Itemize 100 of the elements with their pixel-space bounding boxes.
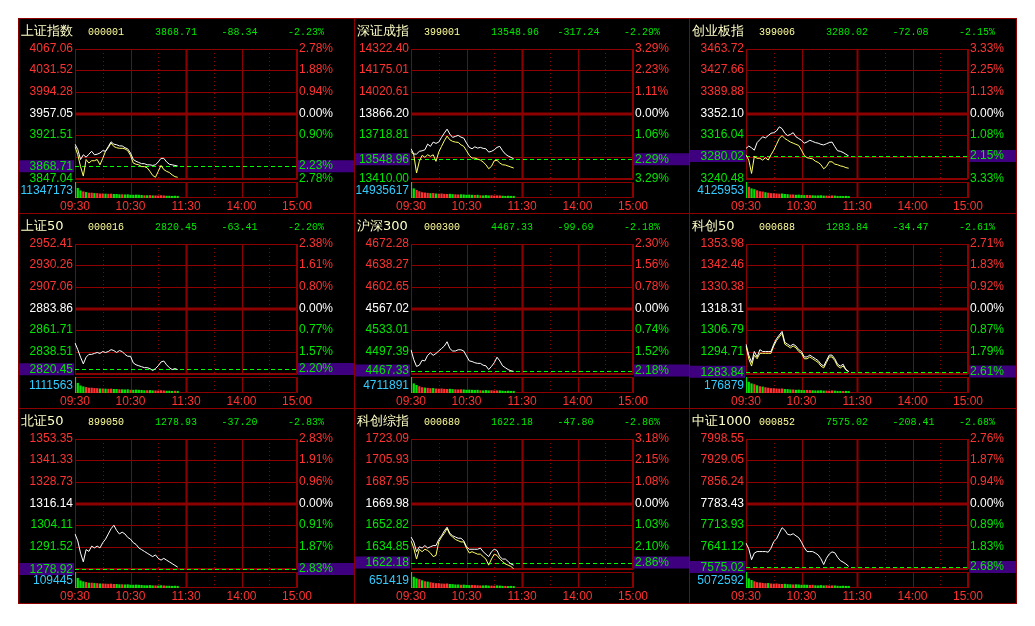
- y2-tick-label: 0.00%: [970, 301, 1005, 316]
- y-tick-label: 1328.73: [29, 474, 74, 489]
- y2-tick-label: 0.94%: [970, 474, 1005, 489]
- y-tick-label: 13866.20: [358, 106, 410, 121]
- x-tick-label: 10:30: [115, 393, 146, 408]
- text: 176879: [703, 377, 745, 392]
- ref-line-label: 3280.02: [700, 148, 745, 163]
- text: 3280.02: [826, 26, 869, 38]
- y-tick-label: 2861.71: [29, 322, 74, 337]
- chart-title: 深证成指: [357, 23, 409, 39]
- y2-tick-label: 2.61%: [970, 363, 1005, 378]
- y2-tick-label: 1.08%: [635, 474, 670, 489]
- y-tick-label: 3994.28: [29, 84, 74, 99]
- ref-line-label: 4467.33: [365, 363, 410, 378]
- x-tick-label: 10:30: [115, 198, 146, 213]
- x-tick-label: 11:30: [507, 393, 537, 408]
- chart-title: 上证指数: [21, 23, 73, 39]
- chart-title: 上证50: [21, 218, 64, 234]
- y-tick-label: 13718.81: [358, 127, 410, 142]
- y-tick-label: 4497.39: [365, 344, 410, 359]
- chart-subtitle: 000688: [759, 221, 796, 233]
- y-tick-label: 1652.82: [365, 517, 410, 532]
- y2-tick-label: 1.56%: [635, 257, 670, 272]
- y-tick-label: 3389.88: [700, 84, 745, 99]
- x-tick-label: 10:30: [786, 393, 817, 408]
- text: 13548.96: [491, 26, 540, 38]
- y-tick-label: 14175.01: [358, 62, 410, 77]
- chart-subtitle: 899050: [88, 416, 125, 428]
- y2-tick-label: 2.20%: [299, 361, 334, 376]
- chart-subtitle: 399001: [424, 26, 461, 38]
- y2-tick-label: 0.90%: [299, 127, 334, 142]
- y-tick-label: 1318.31: [700, 301, 745, 316]
- y2-tick-label: 2.38%: [299, 236, 334, 251]
- y-tick-label: 1341.33: [29, 452, 74, 467]
- y2-tick-label: 0.96%: [299, 474, 334, 489]
- y-tick-label: 1330.38: [700, 279, 745, 294]
- y2-tick-label: 1.08%: [970, 127, 1005, 142]
- y-tick-label: 2883.86: [29, 301, 74, 316]
- y2-tick-label: 2.25%: [970, 62, 1005, 77]
- y2-tick-label: 1.06%: [635, 127, 670, 142]
- y-tick-label: 4672.28: [365, 236, 410, 251]
- y-tick-label: 4067.06: [29, 41, 74, 56]
- y2-tick-label: 2.29%: [635, 151, 670, 166]
- text: -37.20: [221, 416, 258, 428]
- text: -63.41: [221, 221, 258, 233]
- x-tick-label: 15:00: [617, 198, 649, 213]
- x-tick-label: 15:00: [617, 393, 649, 408]
- ref-line-label: 1622.18: [365, 555, 410, 570]
- y2-tick-label: 2.78%: [299, 41, 334, 56]
- y-tick-label: 3316.04: [700, 127, 745, 142]
- x-tick-label: 14:00: [226, 198, 257, 213]
- y2-tick-label: 2.23%: [635, 62, 670, 77]
- x-tick-label: 10:30: [786, 588, 817, 603]
- x-tick-label: 09:30: [59, 393, 91, 408]
- x-tick-label: 11:30: [842, 393, 872, 408]
- chart-title: 北证50: [21, 413, 64, 429]
- x-tick-label: 09:30: [730, 393, 762, 408]
- y-tick-label: 1634.85: [365, 539, 410, 554]
- y2-tick-label: 2.78%: [299, 171, 334, 186]
- y2-tick-label: 0.00%: [635, 106, 670, 121]
- y-tick-label: 2838.51: [29, 344, 74, 359]
- y-tick-label: 1353.35: [29, 431, 74, 446]
- x-tick-label: 14:00: [562, 198, 593, 213]
- y2-tick-label: 2.10%: [635, 539, 670, 554]
- text: -2.29%: [624, 26, 661, 38]
- x-tick-label: 14:00: [897, 393, 928, 408]
- x-tick-label: 10:30: [451, 198, 482, 213]
- y2-tick-label: 0.00%: [635, 496, 670, 511]
- y-tick-label: 4533.01: [365, 322, 410, 337]
- x-tick-label: 11:30: [171, 393, 201, 408]
- text: -2.20%: [288, 221, 325, 233]
- text: -208.41: [892, 416, 935, 428]
- x-tick-label: 11:30: [507, 198, 537, 213]
- y2-tick-label: 3.33%: [970, 41, 1005, 56]
- y2-tick-label: 2.30%: [635, 236, 670, 251]
- y2-tick-label: 0.89%: [970, 517, 1005, 532]
- x-tick-label: 15:00: [952, 198, 984, 213]
- y2-tick-label: 0.92%: [970, 279, 1005, 294]
- y-tick-label: 1687.95: [365, 474, 410, 489]
- y2-tick-label: 0.00%: [299, 496, 334, 511]
- y2-tick-label: 2.18%: [635, 362, 670, 377]
- x-tick-label: 11:30: [507, 588, 537, 603]
- y2-tick-label: 0.00%: [970, 106, 1005, 121]
- chart-subtitle: 000680: [424, 416, 461, 428]
- text: 651419: [368, 572, 410, 587]
- text: 2820.45: [155, 221, 198, 233]
- text: -2.86%: [624, 416, 661, 428]
- ref-line-label: 2820.45: [29, 361, 74, 376]
- chart-title: 创业板指: [692, 23, 744, 39]
- text: 4467.33: [491, 221, 534, 233]
- x-tick-label: 09:30: [59, 198, 91, 213]
- text: 1283.84: [826, 221, 869, 233]
- y2-tick-label: 0.91%: [299, 517, 334, 532]
- y2-tick-label: 1.13%: [970, 84, 1005, 99]
- y2-tick-label: 1.88%: [299, 62, 334, 77]
- text: -47.80: [557, 416, 594, 428]
- y-tick-label: 1705.93: [365, 452, 410, 467]
- y2-tick-label: 2.15%: [970, 148, 1005, 163]
- y2-tick-label: 2.86%: [635, 554, 670, 569]
- y2-tick-label: 2.23%: [299, 158, 334, 173]
